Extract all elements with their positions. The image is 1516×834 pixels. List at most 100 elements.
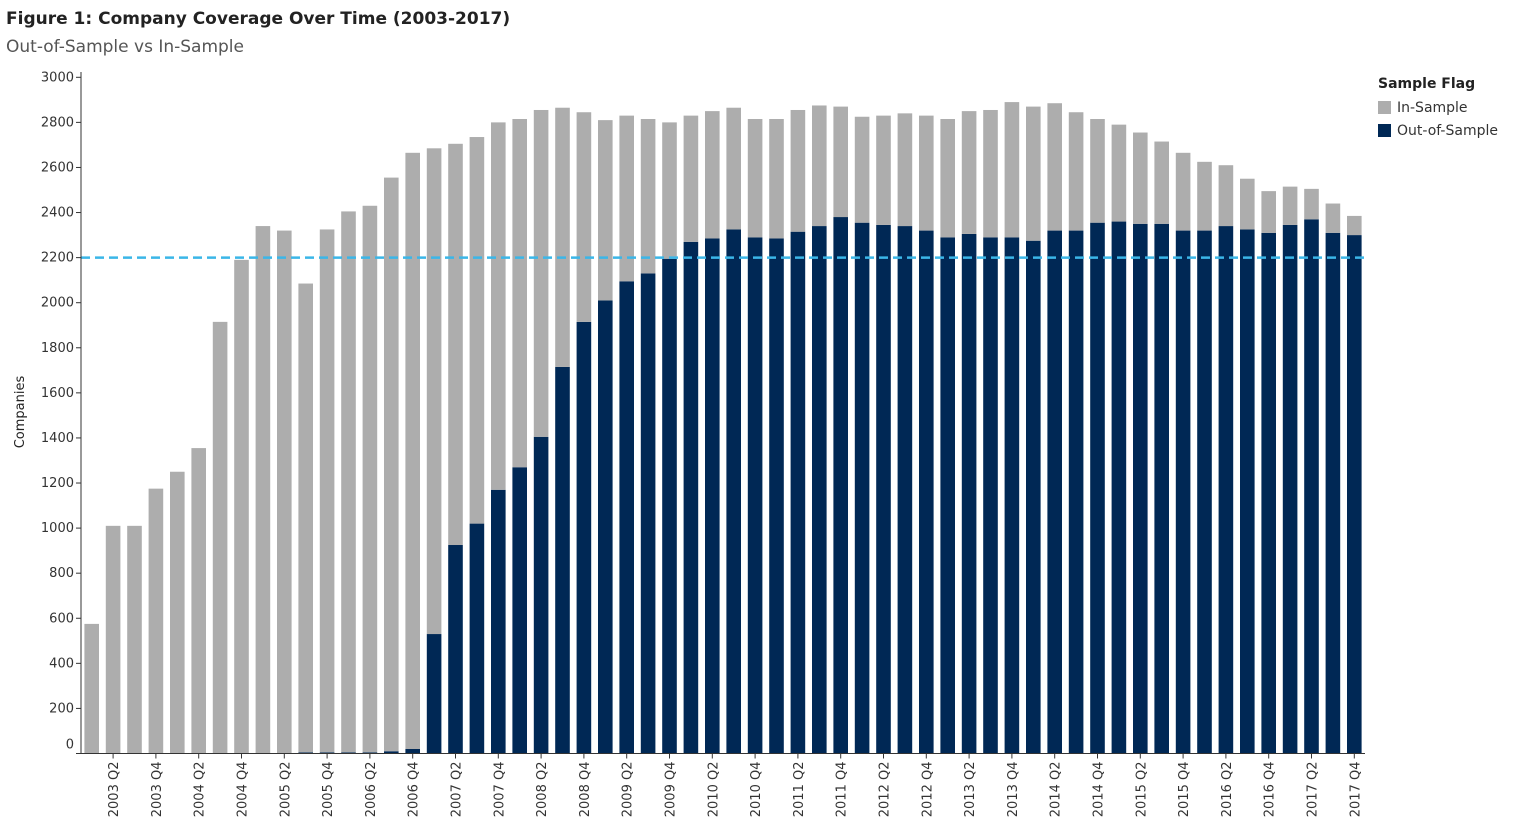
bar-in-sample-2006-q2 [362,205,378,753]
bar-out-of-sample-2013-q2 [961,233,977,754]
bar-in-sample-2009-q1 [598,120,613,301]
bar-out-of-sample-2010-q3 [726,229,741,754]
x-tick-label-2012-q4: 2012 Q4 [920,762,935,818]
bar-in-sample-2014-q4 [1090,118,1105,223]
bar-in-sample-2011-q4 [833,106,848,218]
bar-out-of-sample-2007-q4 [491,489,506,754]
chart-subtitle: Out-of-Sample vs In-Sample [6,37,244,57]
x-tick-label-2013-q4: 2013 Q4 [1006,762,1021,818]
legend-swatch-out-of-sample [1378,124,1391,137]
bar-in-sample-2017-q4 [1347,215,1362,236]
x-tick-label-2014-q4: 2014 Q4 [1092,762,1107,818]
bar-out-of-sample-2010-q4 [747,237,763,754]
x-tick-label-2003-q2: 2003 Q2 [107,762,122,818]
y-tick-label-2800: 2800 [41,115,74,130]
bar-out-of-sample-2016-q2 [1218,226,1234,754]
bar-in-sample-2013-q2 [961,111,977,234]
x-tick-label-2015-q2: 2015 Q2 [1134,762,1149,818]
x-tick-label-2016-q4: 2016 Q4 [1263,762,1278,818]
y-tick-label-0: 0 [66,738,74,753]
y-tick-label-1200: 1200 [41,476,74,491]
bar-out-of-sample-2016-q1 [1197,230,1212,754]
bar-out-of-sample-2006-q2 [362,752,378,754]
bar-in-sample-2003-q4 [148,488,164,754]
bar-out-of-sample-2007-q1 [426,634,442,754]
bar-in-sample-2005-q2 [277,230,292,754]
bar-out-of-sample-2009-q3 [640,273,656,754]
bar-in-sample-2008-q3 [555,107,570,367]
y-tick-label-3000: 3000 [41,70,74,85]
bar-out-of-sample-2015-q4 [1175,230,1191,754]
x-tick-label-2013-q2: 2013 Q2 [963,762,978,818]
bar-in-sample-2011-q2 [790,109,806,232]
legend-label-in-sample: In-Sample [1397,99,1468,116]
bar-in-sample-2005-q4 [319,229,335,753]
bar-out-of-sample-2013-q4 [1004,237,1020,754]
y-tick-label-200: 200 [49,701,74,716]
bar-out-of-sample-2010-q2 [705,238,720,754]
bar-in-sample-2007-q4 [491,122,506,490]
bar-out-of-sample-2013-q1 [940,237,955,754]
legend: Sample Flag In-Sample Out-of-Sample [1378,76,1498,142]
bar-in-sample-2012-q2 [876,115,891,225]
bar-in-sample-2004-q3 [212,321,228,754]
bar-in-sample-2016-q4 [1261,191,1276,233]
bar-in-sample-2016-q2 [1218,165,1234,227]
y-tick-label-2000: 2000 [41,296,74,311]
bar-in-sample-2009-q2 [619,115,634,282]
bar-out-of-sample-2016-q4 [1261,232,1276,754]
bar-out-of-sample-2006-q3 [384,751,399,754]
legend-item-in-sample[interactable]: In-Sample [1378,96,1498,119]
bar-out-of-sample-2009-q4 [662,258,677,754]
x-tick-label-2011-q2: 2011 Q2 [792,762,807,818]
bar-in-sample-2012-q1 [854,116,870,223]
bar-out-of-sample-2014-q1 [1026,240,1041,754]
x-tick-label-2010-q4: 2010 Q4 [749,762,764,818]
x-tick-label-2008-q4: 2008 Q4 [578,762,593,818]
bar-in-sample-2005-q3 [298,283,313,753]
bar-out-of-sample-2013-q3 [983,237,998,754]
bar-in-sample-2004-q4 [234,259,249,754]
bar-out-of-sample-2012-q2 [876,224,891,754]
bar-out-of-sample-2014-q2 [1047,230,1062,754]
bar-out-of-sample-2012-q1 [854,222,870,754]
bar-out-of-sample-2009-q2 [619,281,634,754]
bar-in-sample-2007-q1 [426,148,442,635]
bar-in-sample-2004-q2 [191,448,206,754]
bar-out-of-sample-2010-q1 [683,241,699,754]
bar-out-of-sample-2017-q3 [1325,232,1341,754]
bar-in-sample-2011-q1 [769,118,784,239]
y-tick-label-1600: 1600 [41,386,74,401]
y-tick-label-2400: 2400 [41,206,74,221]
bar-out-of-sample-2008-q4 [576,321,592,754]
legend-item-out-of-sample[interactable]: Out-of-Sample [1378,119,1498,142]
x-tick-label-2005-q4: 2005 Q4 [321,762,336,818]
y-ticks-group: 0 200 400 600 800 1000 1200 1400 1600 1800 2000 220… [41,70,81,754]
x-tick-label-2008-q2: 2008 Q2 [535,762,550,818]
bar-in-sample-2015-q2 [1133,132,1148,224]
bar-in-sample-2015-q1 [1111,124,1127,222]
bar-in-sample-2009-q3 [640,118,656,274]
bar-in-sample-2017-q2 [1304,188,1319,220]
y-tick-label-400: 400 [49,656,74,671]
bar-out-of-sample-2012-q4 [919,230,934,754]
x-tick-label-2014-q2: 2014 Q2 [1049,762,1064,818]
y-tick-label-800: 800 [49,566,74,581]
bar-out-of-sample-2009-q1 [598,300,613,754]
x-tick-label-2004-q2: 2004 Q2 [193,762,208,818]
x-tick-label-2006-q4: 2006 Q4 [407,762,422,818]
bar-in-sample-2009-q4 [662,122,677,259]
bar-out-of-sample-2006-q4 [405,748,420,754]
bar-in-sample-2005-q1 [255,226,271,754]
bar-out-of-sample-2016-q3 [1240,229,1255,754]
x-tick-label-2012-q2: 2012 Q2 [878,762,893,818]
chart-title: Figure 1: Company Coverage Over Time (20… [6,9,511,29]
bar-out-of-sample-2007-q2 [448,545,463,754]
bar-in-sample-2017-q1 [1282,186,1298,225]
bar-in-sample-2017-q3 [1325,203,1341,233]
bar-out-of-sample-2006-q1 [341,752,356,754]
y-tick-label-1000: 1000 [41,521,74,536]
x-ticks-group: 2003 Q2 2003 Q4 2004 Q2 2004 Q4 2005 Q2 2005 … [107,753,1363,818]
x-tick-label-2005-q2: 2005 Q2 [278,762,293,818]
